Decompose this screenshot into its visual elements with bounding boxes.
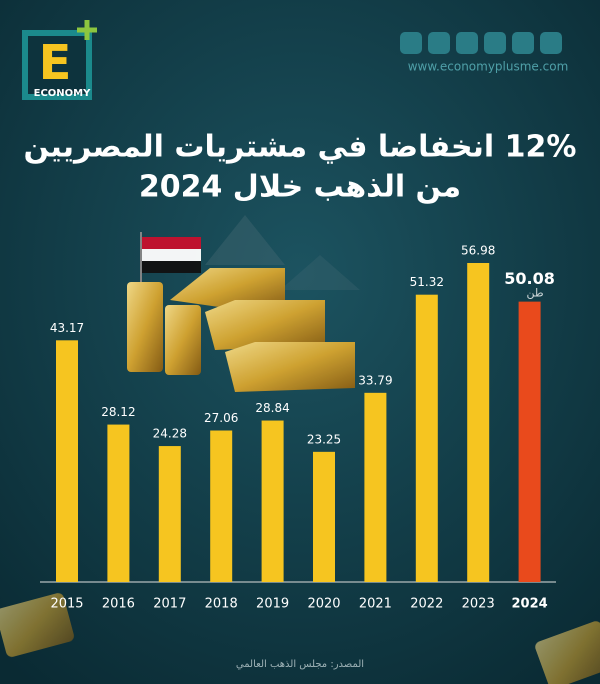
value-label: 33.79 [358, 373, 392, 387]
gold-illustration [0, 215, 600, 684]
x-tick-label: 2021 [359, 597, 392, 612]
x-tick-label: 2024 [512, 597, 548, 612]
bar [313, 451, 335, 582]
bar [364, 392, 387, 582]
logo: E ECONOMY [22, 20, 97, 100]
bar [415, 294, 438, 582]
bar [467, 263, 490, 582]
chart-subtitle: من الذهب خلال 2024 [139, 170, 461, 205]
unit-label: طن [526, 287, 543, 300]
bar [261, 420, 284, 582]
value-label: 23.25 [307, 432, 341, 446]
x-tick-label: 2019 [256, 597, 289, 612]
x-tick-label: 2017 [153, 597, 186, 612]
x-tick-label: 2015 [50, 597, 83, 612]
value-label: 43.17 [50, 321, 84, 335]
website: www.economyplusme.com [408, 60, 569, 74]
value-label: 28.12 [101, 405, 135, 419]
logo-letter: E [39, 35, 72, 91]
bar [518, 301, 541, 582]
value-label: 24.28 [153, 427, 187, 441]
value-label: 28.84 [255, 401, 289, 415]
social-icons [400, 32, 562, 54]
source: المصدر: مجلس الذهب العالمي [236, 659, 364, 670]
logo-name: ECONOMY [34, 88, 91, 99]
bar [56, 340, 78, 582]
x-tick-label: 2022 [410, 597, 443, 612]
x-tick-label: 2020 [307, 597, 340, 612]
value-label: 51.32 [410, 275, 444, 289]
bar [158, 446, 181, 582]
x-tick-label: 2018 [205, 597, 238, 612]
bar [107, 424, 130, 582]
x-tick-label: 2023 [462, 597, 495, 612]
value-label: 56.98 [461, 244, 495, 258]
value-label: 50.08 [504, 269, 555, 288]
x-tick-label: 2016 [102, 597, 135, 612]
value-label: 27.06 [204, 411, 238, 425]
chart-title: 12% انخفاضا في مشتريات المصريين [24, 130, 577, 165]
bar [210, 430, 233, 582]
